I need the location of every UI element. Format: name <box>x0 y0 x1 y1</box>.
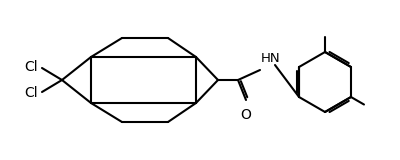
Text: Cl: Cl <box>24 60 38 74</box>
Text: Cl: Cl <box>24 86 38 100</box>
Text: HN: HN <box>261 52 281 65</box>
Text: O: O <box>240 108 252 122</box>
